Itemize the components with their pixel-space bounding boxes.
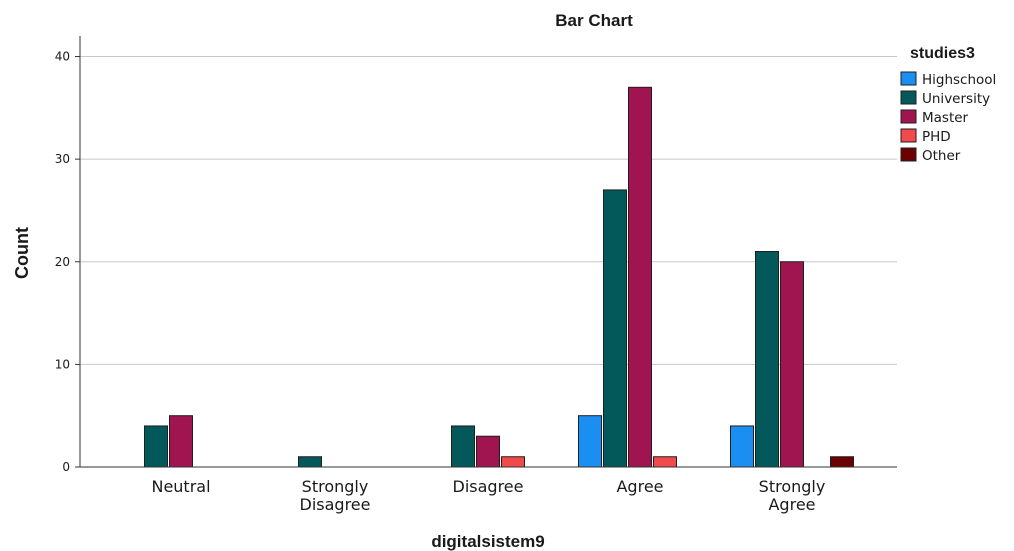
x-axis-title: digitalsistem9 [431, 532, 544, 551]
bar-highschool-4 [730, 425, 754, 468]
x-tick-label: Agree [616, 477, 663, 496]
bar-master-0 [169, 415, 193, 468]
y-tick-label: 30 [55, 152, 70, 166]
y-axis-title: Count [12, 227, 32, 279]
legend-items: Highschool University Master PHD Other [900, 71, 996, 164]
legend-swatch-university [900, 90, 917, 105]
bars [144, 86, 854, 468]
bar-phd-3 [653, 456, 677, 468]
bar-university-1 [298, 456, 322, 468]
bar-university-3 [603, 189, 627, 468]
x-tick-label: Strongly Disagree [300, 477, 371, 514]
bar-university-2 [451, 425, 475, 468]
legend-label-highschool: Highschool [922, 72, 996, 88]
bar-university-4 [755, 251, 779, 468]
legend-label-phd: PHD [922, 129, 951, 145]
chart-title: Bar Chart [555, 11, 633, 30]
y-tick-label: 40 [55, 50, 70, 64]
legend-label-master: Master [922, 110, 969, 126]
legend-swatch-highschool [900, 71, 917, 86]
y-tick-label: 0 [62, 460, 70, 474]
x-tick-labels: Neutral Strongly Disagree Disagree Agree Stro… [151, 477, 825, 514]
axes [75, 36, 897, 468]
bar-university-0 [144, 425, 168, 468]
bar-master-2 [476, 435, 500, 468]
legend-label-other: Other [922, 148, 961, 164]
y-tick-labels: 0 10 20 30 40 [55, 50, 70, 474]
bar-other-4 [830, 456, 854, 468]
y-tick-label: 20 [55, 255, 70, 269]
x-tick-label: Neutral [151, 477, 210, 496]
legend-label-university: University [922, 91, 990, 107]
bar-master-4 [780, 261, 804, 468]
legend-swatch-master [900, 109, 917, 124]
legend: studies3 Highschool University Master PHD Ot… [900, 45, 996, 164]
x-tick-label: Disagree [453, 477, 524, 496]
bar-phd-2 [501, 456, 525, 468]
bar-master-3 [628, 86, 652, 468]
x-tick-label: Strongly Agree [759, 477, 826, 514]
legend-title: studies3 [910, 45, 975, 62]
legend-swatch-phd [900, 128, 917, 143]
legend-swatch-other [900, 147, 917, 162]
y-tick-label: 10 [55, 357, 70, 371]
bar-highschool-3 [578, 415, 602, 468]
